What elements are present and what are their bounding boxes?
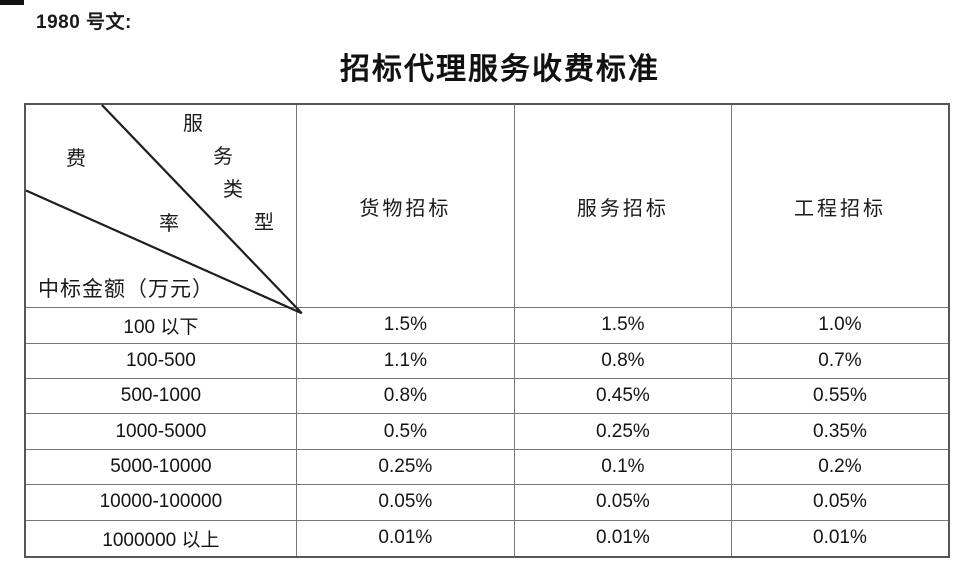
corner-fee-rate-char: 率 — [159, 213, 179, 235]
fee-table: 服 务 类 型 费 率 中标金额（万元） 货物招标 服务招标 工程招标 100 … — [24, 103, 950, 558]
fee-value: 0.5% — [296, 414, 515, 450]
fee-value: 0.01% — [813, 527, 867, 549]
fee-value: 0.7% — [731, 344, 948, 380]
row-range-label: 500-1000 — [26, 379, 297, 415]
row-range-label: 100 以下 — [26, 308, 297, 344]
row-range-label: 1000-5000 — [26, 414, 297, 450]
diagonal-lines — [25, 104, 303, 315]
corner-service-type-char: 型 — [254, 212, 274, 234]
fee-value: 0.35% — [731, 414, 948, 450]
corner-service-type-char: 务 — [213, 146, 233, 168]
table-corner-cell: 服 务 类 型 费 率 中标金额（万元） — [25, 104, 303, 315]
fee-value: 0.8% — [296, 379, 515, 415]
fee-value: 0.45% — [514, 379, 732, 415]
fee-value: 0.01% — [515, 520, 732, 556]
column-header-goods: 货物招标 — [296, 105, 515, 309]
corner-fee-rate-char: 费 — [66, 148, 86, 170]
row-range-label: 5000-10000 — [26, 449, 297, 486]
fee-value: 0.1% — [514, 449, 732, 486]
fee-value: 0.2% — [731, 450, 948, 486]
fee-value: 0.05% — [731, 485, 948, 521]
fee-value: 1.5% — [296, 308, 515, 344]
corner-amount-label: 中标金额（万元） — [38, 277, 214, 302]
corner-service-type-char: 服 — [183, 113, 203, 135]
fee-value: 0.05% — [296, 485, 515, 521]
page-corner-mark — [0, 0, 24, 5]
row-range-label: 100-500 — [26, 343, 297, 380]
row-range-label: 10000-100000 — [26, 485, 297, 521]
fee-value: 1.0% — [731, 308, 948, 344]
fee-value: 0.25% — [296, 449, 515, 486]
fee-value: 0.05% — [514, 485, 732, 521]
page-title: 招标代理服务收费标准 — [340, 53, 660, 86]
column-header-engineering: 工程招标 — [731, 105, 948, 309]
fee-value: 0.55% — [731, 379, 948, 415]
row-range-label: 1000000 以上 — [26, 520, 297, 556]
fee-value: 1.5% — [514, 308, 732, 344]
doc-number: 1980 号文: — [36, 12, 132, 33]
fee-value: 1.1% — [296, 343, 515, 380]
fee-value: 0.25% — [514, 414, 732, 450]
fee-value: 0.01% — [297, 520, 515, 556]
corner-service-type-char: 类 — [223, 179, 243, 201]
fee-value: 0.8% — [514, 343, 732, 380]
column-header-services: 服务招标 — [514, 105, 732, 309]
